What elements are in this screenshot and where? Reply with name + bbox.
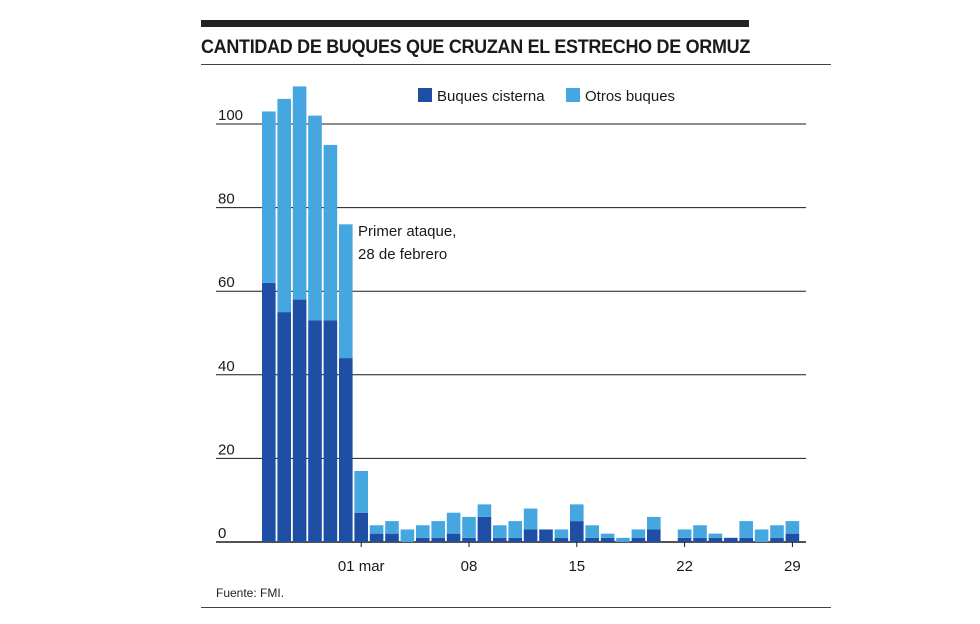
annotation-line-2: 28 de febrero xyxy=(358,246,447,263)
bar-tankers xyxy=(493,537,507,542)
y-tick-label: 0 xyxy=(218,525,226,542)
bar-tankers xyxy=(508,537,522,542)
bar-others xyxy=(339,224,353,359)
bar-others xyxy=(677,529,692,538)
y-tick-label: 20 xyxy=(218,441,235,458)
bar-others xyxy=(446,512,461,534)
y-tick-label: 80 xyxy=(218,191,235,208)
bar-others xyxy=(570,504,584,522)
y-tick-label: 100 xyxy=(218,107,243,124)
bar-tankers xyxy=(739,537,753,542)
bar-tankers xyxy=(431,537,445,542)
top-rule xyxy=(201,20,749,27)
bar-others xyxy=(462,516,476,538)
bar-tankers xyxy=(631,537,646,542)
bar-tankers xyxy=(323,320,338,542)
bar-tankers xyxy=(600,537,615,542)
bar-tankers xyxy=(693,537,707,542)
bar-others xyxy=(277,98,291,313)
bottom-divider xyxy=(201,607,831,608)
bar-tankers xyxy=(416,537,430,542)
bar-tankers xyxy=(585,537,599,542)
bar-others xyxy=(493,525,507,538)
bar-others xyxy=(477,504,492,517)
bar-others xyxy=(708,533,723,538)
bar-others xyxy=(508,521,522,538)
bar-tankers xyxy=(277,312,291,542)
bar-others xyxy=(523,508,538,530)
title-divider xyxy=(201,64,831,65)
bar-tankers xyxy=(554,537,569,542)
x-tick-label: 08 xyxy=(461,558,478,575)
bar-others xyxy=(693,525,707,538)
bar-others xyxy=(739,521,753,538)
bar-tankers xyxy=(262,282,276,542)
bar-others xyxy=(647,516,661,530)
bar-others xyxy=(416,525,430,538)
bar-tankers xyxy=(462,537,476,542)
legend: Buques cisterna Otros buques xyxy=(418,88,675,105)
bar-tankers xyxy=(477,516,492,542)
bar-others xyxy=(785,521,800,534)
annotation-line-1: Primer ataque, xyxy=(358,223,456,240)
chart-title: CANTIDAD DE BUQUES QUE CRUZAN EL ESTRECH… xyxy=(201,36,751,58)
legend-swatch-others xyxy=(566,88,580,102)
y-tick-label: 40 xyxy=(218,358,235,375)
bar-others xyxy=(754,529,769,542)
bar-others xyxy=(631,529,646,538)
y-tick-label: 60 xyxy=(218,274,235,291)
bar-tankers xyxy=(446,533,461,542)
bar-tankers xyxy=(339,358,353,542)
bar-tankers xyxy=(369,533,384,542)
annotation: Primer ataque, 28 de febrero xyxy=(358,223,456,263)
bar-others xyxy=(354,470,368,513)
x-tick-label: 22 xyxy=(676,558,693,575)
bar-tankers xyxy=(523,529,538,542)
bar-tankers xyxy=(677,537,692,542)
source-note: Fuente: FMI. xyxy=(216,586,285,600)
bar-others xyxy=(323,144,338,321)
bar-others xyxy=(308,115,322,321)
bar-others xyxy=(554,529,569,538)
bar-others xyxy=(292,86,307,300)
bar-tankers xyxy=(308,320,322,542)
bar-tankers xyxy=(708,537,723,542)
bar-others xyxy=(431,521,445,538)
legend-label-others: Otros buques xyxy=(585,88,675,105)
x-tick-label: 15 xyxy=(568,558,585,575)
bar-tankers xyxy=(724,537,738,542)
bar-others xyxy=(400,529,415,542)
bar-tankers xyxy=(539,529,553,542)
bar-others xyxy=(585,525,599,538)
bar-others xyxy=(600,533,615,538)
legend-label-tankers: Buques cisterna xyxy=(437,88,545,105)
bar-tankers xyxy=(570,521,584,542)
bar-tankers xyxy=(770,537,784,542)
bar-layer xyxy=(262,86,800,542)
y-axis-tick-labels: 0 20 40 60 80 100 xyxy=(218,107,243,542)
bar-others xyxy=(369,525,384,534)
bar-others xyxy=(770,525,784,538)
x-tick-label: 01 mar xyxy=(338,558,385,575)
x-tick-label: 29 xyxy=(784,558,801,575)
bar-tankers xyxy=(354,512,368,542)
bar-others xyxy=(385,521,399,534)
bar-others xyxy=(262,111,276,283)
bar-tankers xyxy=(785,533,800,542)
legend-swatch-tankers xyxy=(418,88,432,102)
bar-others xyxy=(616,537,630,542)
bar-tankers xyxy=(647,529,661,542)
bar-tankers xyxy=(292,299,307,542)
x-axis: 01 mar 08 15 22 29 xyxy=(338,542,801,575)
bar-tankers xyxy=(385,533,399,542)
